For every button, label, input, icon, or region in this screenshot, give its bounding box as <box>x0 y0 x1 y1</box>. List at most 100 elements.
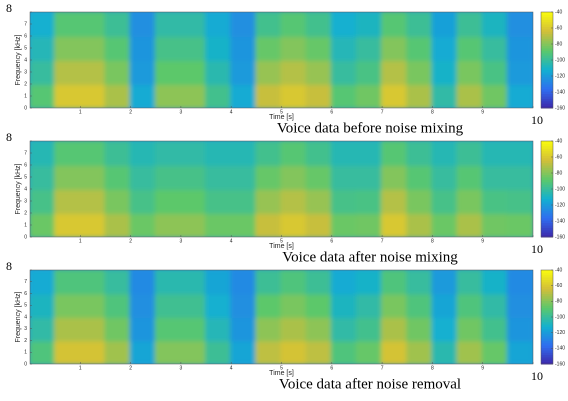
x-tick-label: 2 <box>129 109 132 115</box>
cell <box>104 83 131 109</box>
cell <box>54 188 81 214</box>
cell <box>381 340 408 366</box>
x-tick-label: 8 <box>431 365 434 371</box>
cell <box>457 212 484 238</box>
x-tick-label: 9 <box>481 238 484 244</box>
colorbar-tick-label: -60 <box>555 25 562 31</box>
y-tick-label: 7 <box>24 21 27 27</box>
cell <box>54 11 81 37</box>
caption: Voice data after noise removal <box>279 376 461 392</box>
x-tick-label: 1 <box>79 238 82 244</box>
colorbar-segment <box>541 270 553 273</box>
cell <box>205 140 232 166</box>
cell <box>281 59 308 85</box>
colorbar-tick-label: -140 <box>555 218 565 224</box>
cell <box>79 11 106 37</box>
cell <box>507 83 534 109</box>
cell <box>230 11 257 37</box>
x-tick-label: 8 <box>431 109 434 115</box>
x-tick-label: 10 <box>531 369 543 383</box>
cell <box>306 316 333 342</box>
cell <box>255 83 282 109</box>
cell <box>255 316 282 342</box>
colorbar-tick-label: -80 <box>555 170 562 176</box>
cell <box>406 293 433 319</box>
cell <box>205 316 232 342</box>
cell <box>255 188 282 214</box>
cell <box>356 269 383 295</box>
cell <box>431 83 458 109</box>
cell <box>331 140 358 166</box>
cell <box>230 35 257 61</box>
cell <box>406 316 433 342</box>
cell <box>104 164 131 190</box>
cell <box>205 340 232 366</box>
y-tick-label: 5 <box>24 174 27 180</box>
cell <box>79 340 106 366</box>
cell <box>255 140 282 166</box>
cell <box>406 188 433 214</box>
cell <box>255 212 282 238</box>
cell <box>79 293 106 319</box>
cell <box>507 59 534 85</box>
cell <box>29 340 56 366</box>
cell <box>482 83 509 109</box>
x-tick-label: 9 <box>481 109 484 115</box>
cell <box>331 83 358 109</box>
cell <box>356 11 383 37</box>
cell <box>104 188 131 214</box>
cell <box>457 340 484 366</box>
cell <box>29 164 56 190</box>
cell <box>155 59 182 85</box>
y-axis-label: Frequency [kHz] <box>15 34 22 85</box>
cell <box>457 35 484 61</box>
cell <box>306 293 333 319</box>
cell <box>205 269 232 295</box>
y-tick-label: 0 <box>24 361 27 367</box>
colorbar-tick-label: -160 <box>555 234 565 240</box>
cell <box>306 140 333 166</box>
cell <box>180 83 207 109</box>
cell <box>130 340 157 366</box>
y-tick-label: 6 <box>24 291 27 297</box>
cell <box>457 293 484 319</box>
cell <box>255 35 282 61</box>
y-tick-label: 7 <box>24 150 27 156</box>
cell <box>457 140 484 166</box>
colorbar-tick-label: -40 <box>555 9 562 15</box>
cell <box>205 212 232 238</box>
y-tick-label: 2 <box>24 338 27 344</box>
cell <box>155 35 182 61</box>
cell <box>29 11 56 37</box>
cell <box>281 188 308 214</box>
cell <box>230 212 257 238</box>
colorbar-tick-label: -140 <box>555 89 565 95</box>
cell <box>356 340 383 366</box>
y-axis-label: Frequency [kHz] <box>15 163 22 214</box>
colorbar-tick-label: -60 <box>555 283 562 289</box>
colorbar-tick-label: -40 <box>555 138 562 144</box>
cell <box>482 164 509 190</box>
cell <box>155 188 182 214</box>
cell <box>54 212 81 238</box>
x-tick-label: 1 <box>79 365 82 371</box>
cell <box>180 340 207 366</box>
spectrogram <box>29 269 534 365</box>
cell <box>205 188 232 214</box>
cell <box>507 35 534 61</box>
cell <box>381 316 408 342</box>
x-tick-label: 7 <box>381 238 384 244</box>
cell <box>155 269 182 295</box>
cell <box>431 212 458 238</box>
cell <box>205 83 232 109</box>
cell <box>130 59 157 85</box>
cell <box>381 59 408 85</box>
cell <box>230 59 257 85</box>
cell <box>381 140 408 166</box>
cell <box>356 59 383 85</box>
cell <box>381 269 408 295</box>
cell <box>230 164 257 190</box>
cell <box>482 140 509 166</box>
cell <box>482 35 509 61</box>
cell <box>507 212 534 238</box>
